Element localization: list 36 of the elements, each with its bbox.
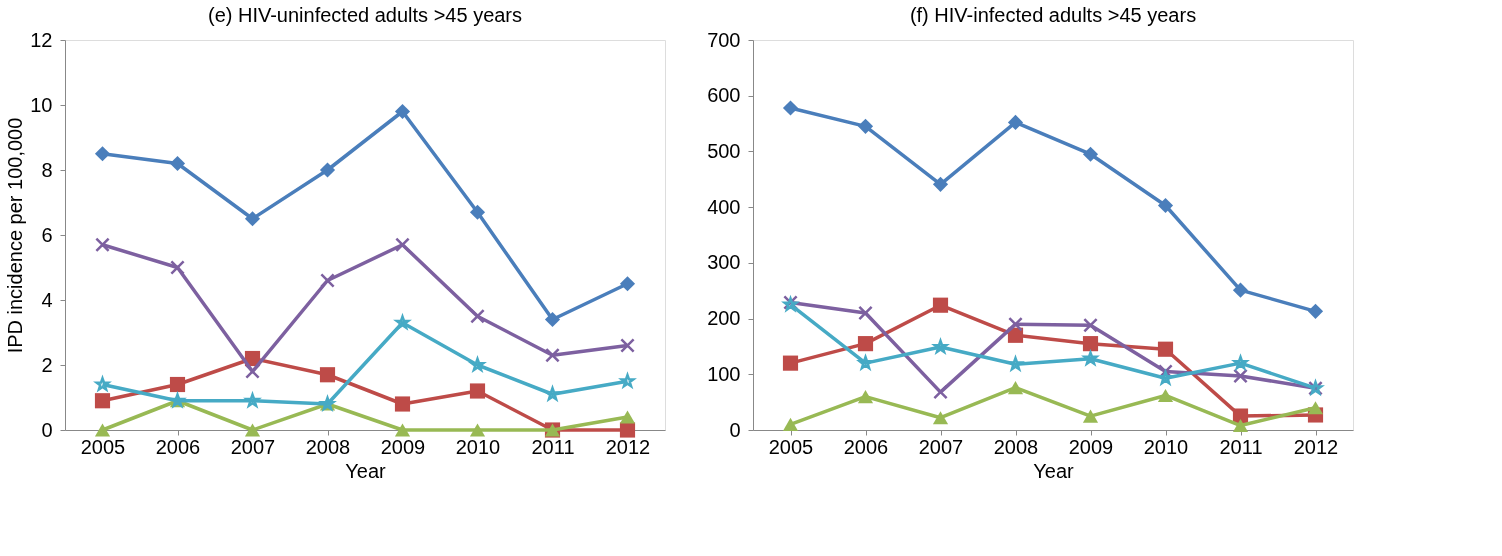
y-tick-label: 12	[30, 28, 53, 51]
x-tick-label: 2011	[1219, 435, 1263, 458]
x-tick-label: 2007	[230, 435, 276, 458]
y-tick-label: 2	[41, 353, 53, 376]
x-tick-label: 2010	[1143, 435, 1189, 458]
y-tick-label: 4	[41, 288, 53, 311]
chart-title: (e) HIV-uninfected adults >45 years	[207, 4, 523, 26]
x-tick-label: 2007	[918, 435, 964, 458]
y-tick-label: 6	[41, 223, 53, 246]
chart-title: (f) HIV-infected adults >45 years	[909, 4, 1197, 26]
y-tick-label: 200	[707, 307, 741, 330]
y-axis-title: IPD incidence per 100,000	[4, 117, 27, 354]
y-tick-label: 100	[707, 362, 741, 385]
x-tick-label: 2011	[531, 435, 575, 458]
y-tick-label: 500	[707, 139, 741, 162]
x-tick-label: 2012	[1293, 435, 1339, 458]
y-tick-label: 600	[707, 84, 741, 107]
y-tick-label: 700	[707, 28, 741, 51]
x-axis-title: Year	[1033, 459, 1075, 482]
x-tick-label: 2006	[843, 435, 889, 458]
y-tick-label: 0	[729, 418, 741, 441]
x-tick-label: 2008	[993, 435, 1039, 458]
y-tick-label: 10	[30, 93, 53, 116]
x-tick-label: 2008	[305, 435, 351, 458]
x-axis-title: Year	[345, 459, 387, 482]
x-tick-label: 2010	[455, 435, 501, 458]
y-tick-label: 400	[707, 195, 741, 218]
y-tick-label: 300	[707, 251, 741, 274]
x-tick-label: 2005	[768, 435, 814, 458]
y-tick-label: 8	[41, 158, 53, 181]
x-tick-label: 2009	[380, 435, 426, 458]
x-tick-label: 2012	[605, 435, 651, 458]
x-tick-label: 2006	[155, 435, 201, 458]
x-tick-label: 2009	[1068, 435, 1114, 458]
y-tick-label: 0	[41, 418, 53, 441]
x-tick-label: 2005	[80, 435, 126, 458]
